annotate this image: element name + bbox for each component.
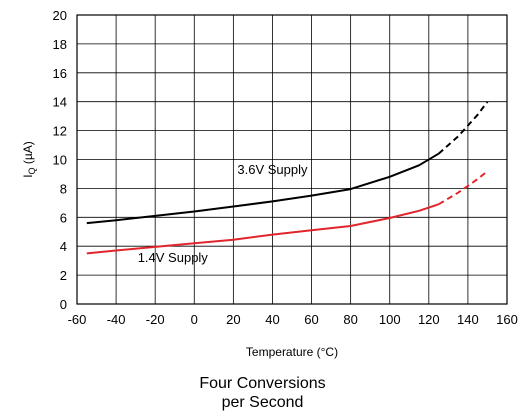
y-tick-label: 18 xyxy=(53,37,67,52)
x-tick-label: 140 xyxy=(457,312,479,327)
iq-vs-temperature-chart: -60 -40 -20 0 20 40 60 80 100 120 140 160 0 2 4 6 8 10 12 1… xyxy=(21,8,518,359)
x-tick-label: -20 xyxy=(146,312,165,327)
y-axis-title-unit: (µA) xyxy=(21,141,35,167)
x-tick-label: 20 xyxy=(226,312,240,327)
y-tick-label: 6 xyxy=(60,210,67,225)
x-tick-label: 0 xyxy=(191,312,198,327)
x-tick-label: 100 xyxy=(379,312,401,327)
y-tick-label: 10 xyxy=(53,153,67,168)
x-tick-label: 120 xyxy=(418,312,440,327)
y-tick-label: 14 xyxy=(53,95,67,110)
chart-caption-line-1: Four Conversions xyxy=(199,375,326,392)
y-tick-label: 2 xyxy=(60,268,67,283)
series-line-1-extrapolated xyxy=(437,101,489,155)
y-axis-title-symbol: I xyxy=(21,174,35,177)
x-tick-label: 60 xyxy=(304,312,318,327)
series-line-2 xyxy=(86,203,439,255)
y-tick-label: 0 xyxy=(60,297,67,312)
x-tick-label: -40 xyxy=(107,312,126,327)
plot-area-frame xyxy=(76,14,508,305)
y-tick-label: 20 xyxy=(53,8,67,23)
x-tick-label: 40 xyxy=(265,312,279,327)
x-tick-label: 80 xyxy=(343,312,357,327)
y-axis-title-subscript: Q xyxy=(27,167,37,174)
tick-labels: -60 -40 -20 0 20 40 60 80 100 120 140 160 0 2 4 6 8 10 12 1… xyxy=(53,8,518,327)
y-tick-label: 8 xyxy=(60,181,67,196)
y-axis-title: IQ (µA) xyxy=(21,141,37,178)
x-tick-label: -60 xyxy=(68,312,87,327)
x-axis-title: Temperature (°C) xyxy=(246,345,338,359)
y-tick-label: 12 xyxy=(53,124,67,139)
series-line-1 xyxy=(86,152,440,225)
y-tick-label: 16 xyxy=(53,66,67,81)
series-lines xyxy=(86,101,489,255)
series-line-2-extrapolated xyxy=(438,170,489,206)
chart-caption-line-2: per Second xyxy=(221,394,304,411)
y-tick-label: 4 xyxy=(60,239,67,254)
series-label-2: 1.4V Supply xyxy=(138,250,209,265)
series-labels: 3.6V Supply 1.4V Supply xyxy=(138,162,308,265)
series-label-1: 3.6V Supply xyxy=(237,162,308,177)
x-tick-label: 160 xyxy=(496,312,518,327)
